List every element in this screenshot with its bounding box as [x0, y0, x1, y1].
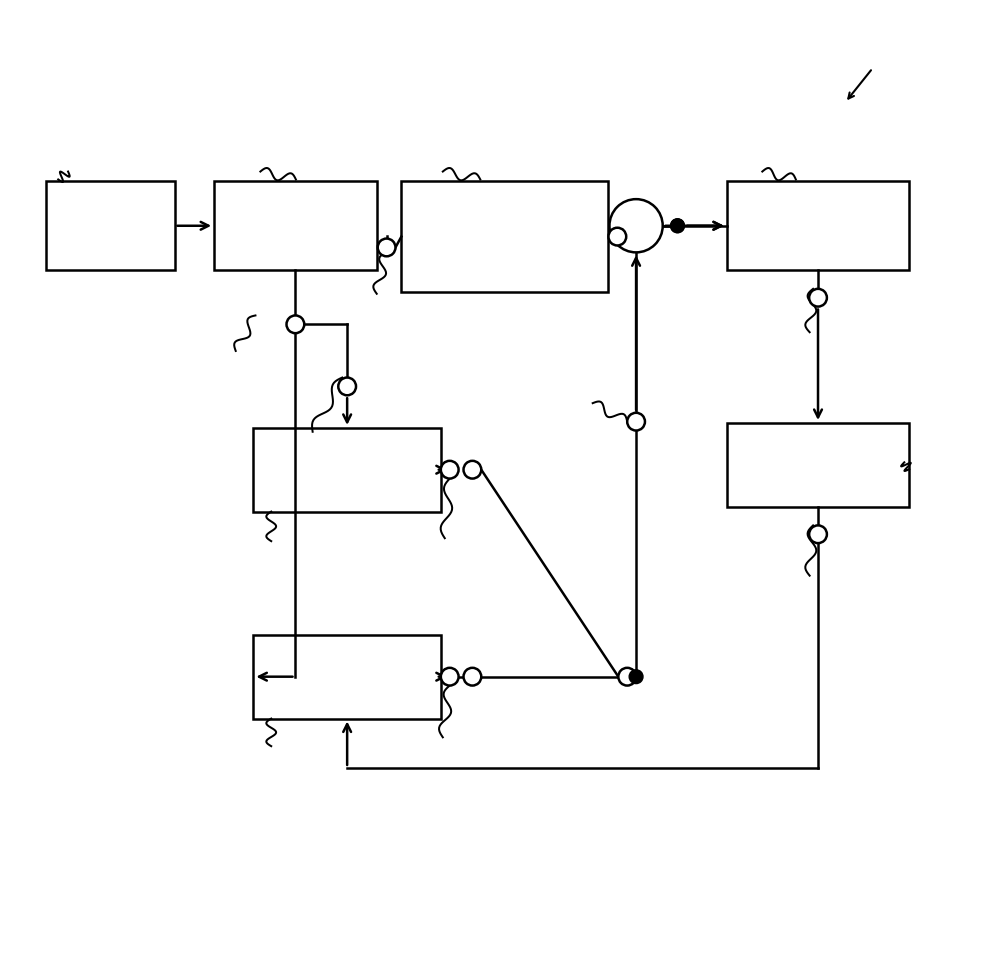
Circle shape	[629, 670, 643, 684]
Circle shape	[618, 668, 636, 686]
Circle shape	[338, 377, 356, 396]
Circle shape	[441, 668, 459, 686]
Circle shape	[809, 525, 827, 543]
Circle shape	[378, 239, 395, 256]
Circle shape	[464, 668, 481, 686]
Bar	[253, 634, 441, 718]
Circle shape	[809, 289, 827, 307]
Circle shape	[609, 199, 663, 252]
Bar	[214, 182, 377, 270]
Bar	[401, 182, 608, 292]
Circle shape	[671, 219, 684, 233]
Bar	[727, 182, 909, 270]
Bar	[253, 427, 441, 512]
Bar	[727, 423, 909, 507]
Circle shape	[608, 227, 626, 246]
Circle shape	[464, 461, 481, 479]
Circle shape	[671, 219, 684, 233]
Circle shape	[441, 461, 459, 479]
Circle shape	[287, 315, 304, 334]
Circle shape	[627, 413, 645, 430]
Bar	[46, 182, 175, 270]
